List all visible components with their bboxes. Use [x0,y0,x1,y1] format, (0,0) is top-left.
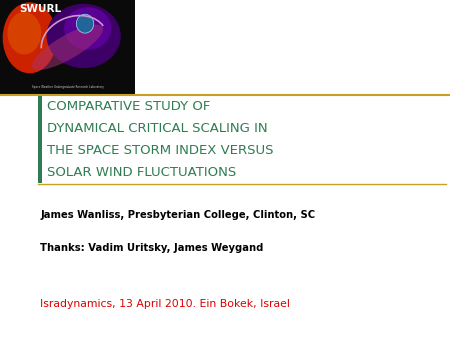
Ellipse shape [76,14,94,33]
Bar [0,0,135,95]
Text: THE SPACE STORM INDEX VERSUS: THE SPACE STORM INDEX VERSUS [47,144,274,157]
Text: COMPARATIVE STUDY OF: COMPARATIVE STUDY OF [47,100,211,113]
Ellipse shape [47,4,121,68]
Ellipse shape [64,7,112,50]
Ellipse shape [3,2,57,73]
Ellipse shape [7,12,41,54]
Text: Isradynamics, 13 April 2010. Ein Bokek, Israel: Isradynamics, 13 April 2010. Ein Bokek, … [40,299,290,309]
Text: SWURL: SWURL [19,4,62,15]
Text: Thanks: Vadim Uritsky, James Weygand: Thanks: Vadim Uritsky, James Weygand [40,243,264,254]
Text: James Wanliss, Presbyterian College, Clinton, SC: James Wanliss, Presbyterian College, Cli… [40,210,315,220]
Bar [38,96,42,183]
Ellipse shape [32,25,103,70]
Text: Space Weather Undergraduate Research Laboratory: Space Weather Undergraduate Research Lab… [32,85,104,89]
Text: DYNAMICAL CRITICAL SCALING IN: DYNAMICAL CRITICAL SCALING IN [47,122,268,135]
Text: SOLAR WIND FLUCTUATIONS: SOLAR WIND FLUCTUATIONS [47,166,237,179]
